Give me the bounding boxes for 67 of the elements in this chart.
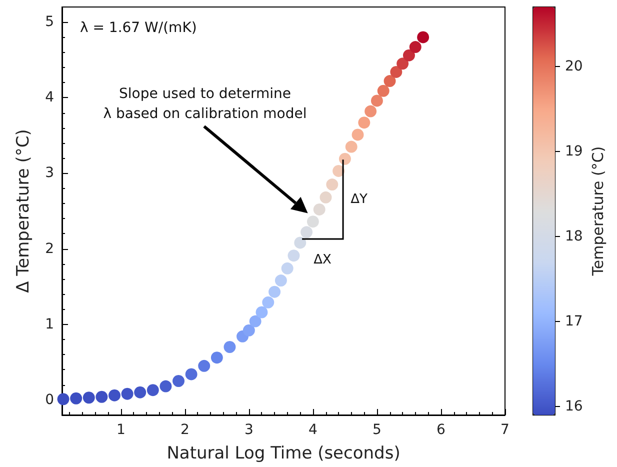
y-tick-label: 5 — [45, 14, 54, 30]
point — [210, 352, 223, 364]
color-bar-label: 18 — [565, 228, 583, 244]
y-tick-label: 2 — [45, 240, 54, 257]
point — [70, 392, 82, 404]
point — [146, 384, 159, 396]
y-tick-label: 0 — [45, 392, 54, 408]
point — [402, 49, 415, 62]
color-bar-label: 17 — [565, 314, 583, 330]
point — [320, 191, 332, 204]
point — [390, 66, 402, 78]
point — [57, 393, 70, 406]
point — [256, 306, 268, 318]
point — [288, 250, 300, 262]
point — [313, 203, 326, 216]
point — [352, 128, 364, 141]
x-axis-title: Natural Log Time (seconds) — [166, 444, 400, 464]
x-tick-label: 4 — [308, 422, 318, 438]
point — [377, 84, 390, 97]
x-tick-label: 3 — [244, 422, 254, 438]
point — [134, 386, 146, 398]
annotation: ΔX — [314, 252, 332, 268]
y-tick-label: 1 — [45, 316, 54, 332]
point — [306, 216, 319, 228]
annotation: Slope used to determine λ based on calibration model — [103, 86, 307, 122]
point — [332, 164, 345, 177]
point — [370, 94, 383, 107]
point — [242, 324, 255, 336]
point — [172, 375, 185, 387]
y-tick-label: 4 — [45, 90, 54, 106]
x-tick-label: 7 — [500, 422, 510, 438]
point — [384, 75, 396, 88]
annotation: ΔY — [350, 192, 368, 208]
x-tick-label: 2 — [180, 422, 190, 438]
point — [82, 392, 95, 404]
point — [345, 140, 358, 153]
color-bar-label: 16 — [565, 398, 583, 414]
point — [281, 262, 294, 274]
point — [300, 226, 313, 238]
y-tick-label: 3 — [45, 165, 54, 182]
point — [417, 31, 430, 44]
color-bar-label: 20 — [565, 58, 583, 74]
point — [198, 360, 210, 372]
point — [274, 274, 287, 287]
x-tick-label: 5 — [372, 422, 382, 438]
point — [121, 388, 134, 400]
point — [409, 41, 422, 54]
annotation: λ = 1.67 W/(mK) — [80, 20, 197, 36]
point — [358, 116, 370, 129]
point — [96, 390, 108, 403]
point — [364, 105, 377, 118]
point — [268, 286, 281, 298]
color-bar-title: Temperature (°C) — [589, 146, 607, 277]
point — [185, 368, 198, 380]
point — [160, 380, 172, 392]
point — [396, 58, 409, 70]
point — [294, 236, 306, 249]
y-axis-title: Δ Temperature (°C) — [14, 129, 34, 293]
point — [326, 178, 338, 191]
point — [262, 296, 274, 308]
x-tick-label: 1 — [116, 422, 126, 438]
point — [224, 341, 236, 353]
point — [338, 152, 351, 165]
point — [108, 389, 120, 402]
point — [249, 315, 262, 328]
x-tick-label: 6 — [436, 422, 446, 438]
color-bar-label: 19 — [565, 144, 583, 160]
